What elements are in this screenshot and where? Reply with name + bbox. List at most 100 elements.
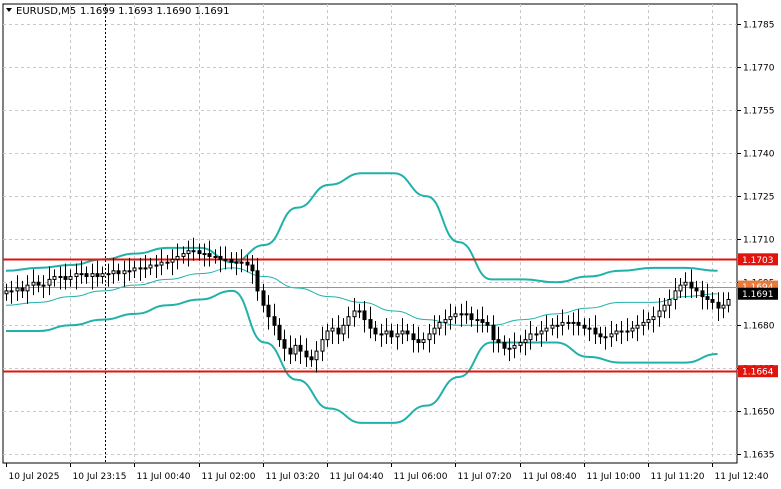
candle-body: [443, 319, 448, 323]
candle-body: [58, 276, 63, 279]
candle-body: [459, 313, 464, 316]
candle-body: [116, 270, 121, 275]
candle-body: [598, 333, 603, 338]
candle-body: [576, 321, 581, 326]
candle-body: [609, 333, 614, 338]
candle-body: [555, 324, 560, 327]
x-tick-label: 11 Jul 02:00: [202, 472, 256, 482]
candle-body: [384, 330, 389, 335]
x-tick-label: 11 Jul 12:40: [715, 472, 769, 482]
candle-body: [165, 261, 170, 264]
candle-body: [122, 270, 127, 275]
candle-body: [603, 336, 608, 339]
candle-body: [36, 281, 41, 286]
candle-body: [673, 290, 678, 300]
candle-body: [560, 321, 565, 326]
candle-body: [593, 327, 598, 335]
bollinger-middle-band: [5, 267, 718, 326]
candle-body: [619, 330, 624, 333]
candle-body: [400, 330, 405, 335]
candle-body: [127, 270, 132, 273]
symbol-label: EURUSD,M5: [16, 6, 76, 17]
bollinger-upper-band: [5, 172, 718, 284]
level-price-tag-bg: [738, 253, 778, 266]
candle-body: [320, 339, 325, 352]
level-price-tag: 1.1703: [742, 256, 774, 266]
y-tick-label: 1.1650: [743, 408, 775, 418]
candle-body: [272, 316, 277, 326]
candle-body: [95, 273, 100, 278]
candle-body: [539, 330, 544, 335]
candle-body: [694, 287, 699, 292]
candle-body: [657, 310, 662, 318]
candle-body: [250, 264, 255, 272]
candle-body: [512, 344, 517, 349]
candle-body: [705, 296, 710, 300]
candle-body: [726, 298, 731, 306]
x-tick-label: 10 Jul 2025: [9, 472, 60, 482]
candle-body: [667, 298, 672, 306]
level-price-tag: 1.1664: [742, 368, 774, 378]
candle-body: [298, 344, 303, 352]
candle-body: [683, 281, 688, 286]
candle-body: [191, 250, 196, 253]
candle-body: [325, 330, 330, 341]
candle-body: [202, 253, 207, 256]
candle-body: [245, 261, 250, 266]
candle-body: [304, 350, 309, 358]
x-tick-label: 11 Jul 11:20: [651, 472, 705, 482]
candle-body: [464, 313, 469, 316]
candle-body: [352, 310, 357, 318]
candle-body: [571, 321, 576, 324]
triangle-down-icon[interactable]: [6, 8, 12, 12]
candle-body: [277, 324, 282, 341]
candle-body: [437, 321, 442, 329]
candle-body: [132, 267, 137, 272]
candle-body: [68, 276, 73, 280]
candle-body: [662, 304, 667, 312]
candle-body: [9, 290, 14, 293]
candle-body: [239, 261, 244, 264]
y-tick-label: 1.1635: [743, 451, 775, 461]
candle-body: [47, 278, 52, 286]
candle-body: [566, 321, 571, 324]
candle-body: [229, 258, 234, 263]
y-tick-label: 1.1725: [743, 193, 775, 203]
current-price-tag: 1.1691: [742, 290, 774, 300]
y-tick-label: 1.1680: [743, 322, 775, 332]
candle-body: [25, 284, 30, 292]
candle-body: [79, 273, 84, 276]
candle-body: [523, 339, 528, 344]
candle-body: [614, 330, 619, 335]
candle-body: [143, 267, 148, 270]
candle-body: [544, 327, 549, 332]
candle-body: [309, 356, 314, 361]
candle-body: [106, 273, 111, 276]
y-tick-label: 1.1710: [743, 236, 775, 246]
candle-body: [181, 253, 186, 257]
x-tick-label: 10 Jul 23:15: [73, 472, 127, 482]
candle-body: [159, 261, 164, 266]
candle-body: [432, 327, 437, 335]
candle-body: [197, 250, 202, 255]
candle-body: [518, 342, 523, 346]
candle-body: [346, 316, 351, 326]
candle-body: [368, 319, 373, 329]
candle-body: [74, 273, 79, 278]
candle-body: [411, 333, 416, 341]
candle-body: [491, 324, 496, 341]
candle-body: [395, 333, 400, 338]
candle-body: [255, 270, 260, 292]
candle-body: [186, 250, 191, 255]
candle-body: [630, 327, 635, 332]
candle-body: [534, 333, 539, 336]
x-tick-label: 11 Jul 00:40: [137, 472, 191, 482]
candle-body: [502, 342, 507, 349]
x-tick-label: 11 Jul 08:40: [523, 472, 577, 482]
candle-body: [651, 316, 656, 321]
candle-body: [170, 258, 175, 263]
candle-body: [111, 270, 116, 275]
candle-body: [213, 255, 218, 258]
